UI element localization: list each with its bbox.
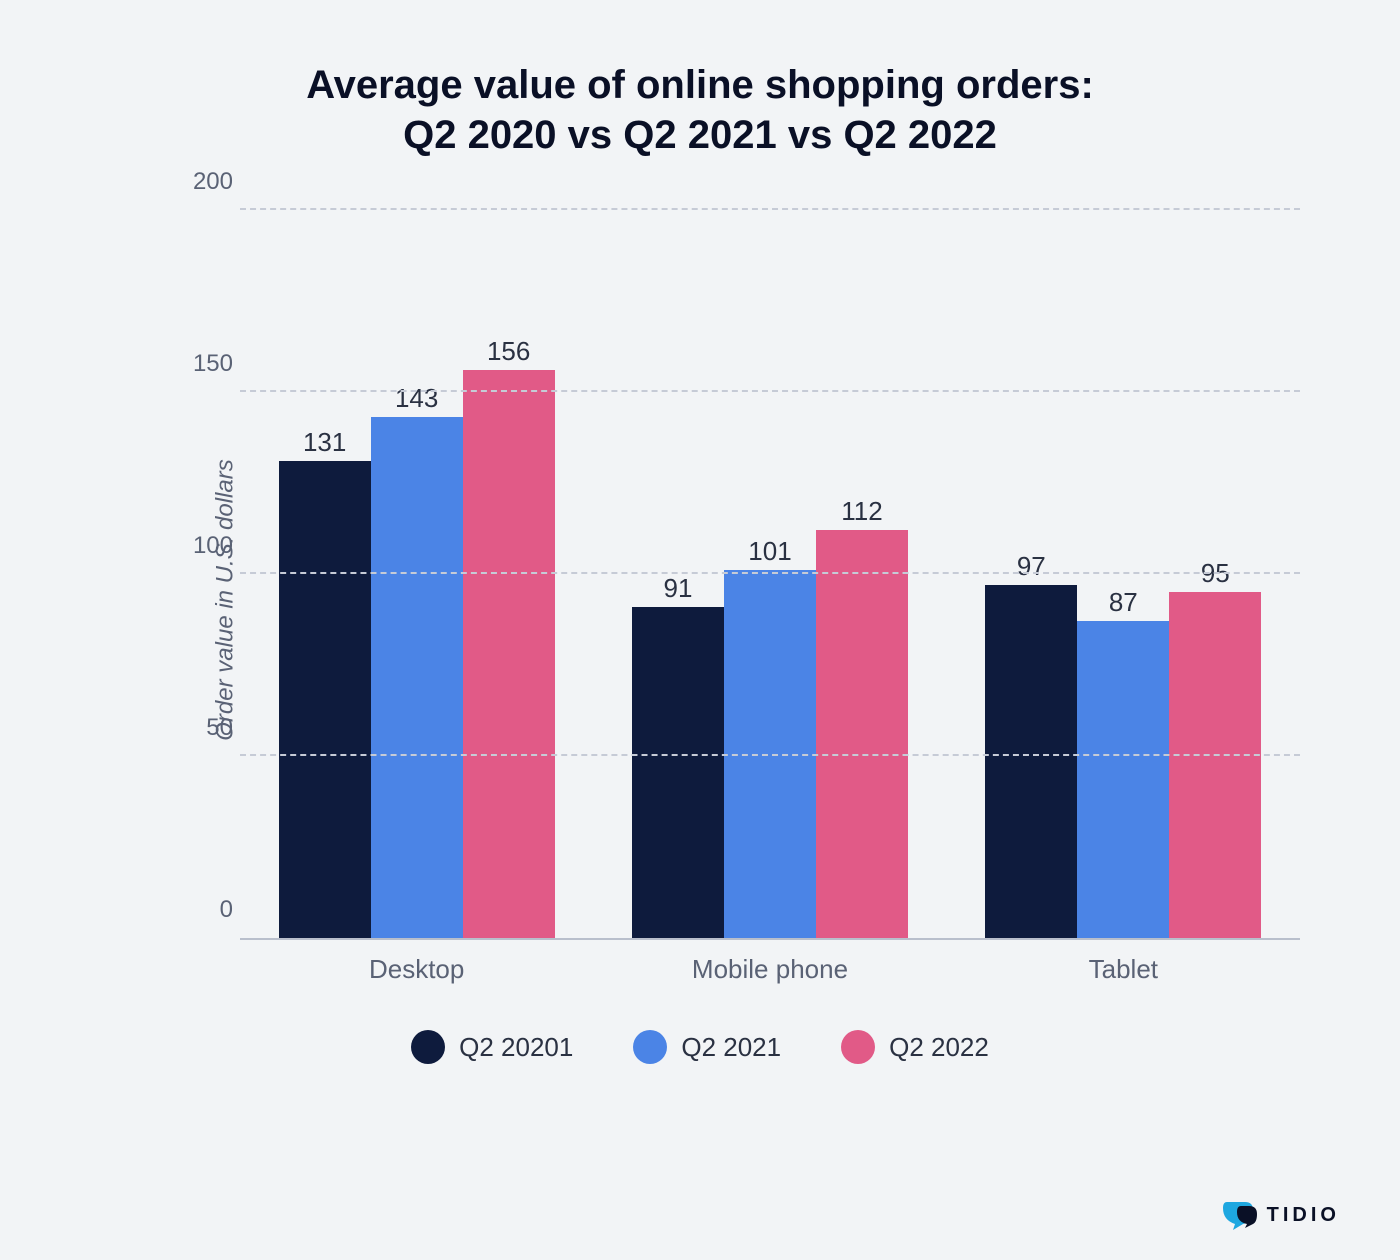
bar-value-label: 156 xyxy=(463,336,555,367)
grid-line xyxy=(240,390,1300,392)
chart: Order value in U.S. dollars 131143156911… xyxy=(180,210,1300,990)
title-line2: Q2 2020 vs Q2 2021 vs Q2 2022 xyxy=(403,113,997,157)
legend-item: Q2 20201 xyxy=(411,1030,573,1064)
bar: 131 xyxy=(279,461,371,938)
bar: 91 xyxy=(632,607,724,938)
x-axis-labels: DesktopMobile phoneTablet xyxy=(240,940,1300,990)
bar-value-label: 97 xyxy=(985,551,1077,582)
grid-line xyxy=(240,572,1300,574)
legend-swatch xyxy=(633,1030,667,1064)
y-tick: 0 xyxy=(185,896,233,924)
bar: 112 xyxy=(816,530,908,938)
tidio-icon xyxy=(1223,1200,1257,1230)
legend-label: Q2 2022 xyxy=(889,1032,989,1063)
y-axis-label: Order value in U.S. dollars xyxy=(212,459,240,740)
legend-label: Q2 2021 xyxy=(681,1032,781,1063)
legend-item: Q2 2022 xyxy=(841,1030,989,1064)
y-tick: 150 xyxy=(185,350,233,378)
bar: 143 xyxy=(371,417,463,938)
y-tick: 100 xyxy=(185,532,233,560)
legend-label: Q2 20201 xyxy=(459,1032,573,1063)
bar-group: 978795 xyxy=(947,210,1300,938)
legend-swatch xyxy=(841,1030,875,1064)
bar: 95 xyxy=(1169,592,1261,938)
bar-value-label: 101 xyxy=(724,536,816,567)
bar-value-label: 143 xyxy=(371,383,463,414)
brand-text: TIDIO xyxy=(1267,1204,1340,1227)
chart-title: Average value of online shopping orders:… xyxy=(60,60,1340,160)
bar-group: 131143156 xyxy=(240,210,593,938)
legend-swatch xyxy=(411,1030,445,1064)
x-axis-label: Mobile phone xyxy=(593,940,946,990)
bar: 87 xyxy=(1077,621,1169,938)
bar-groups: 13114315691101112978795 xyxy=(240,210,1300,938)
bar: 156 xyxy=(463,370,555,938)
bar-value-label: 87 xyxy=(1077,587,1169,618)
bar-value-label: 91 xyxy=(632,573,724,604)
y-tick: 200 xyxy=(185,168,233,196)
bar: 97 xyxy=(985,585,1077,938)
bar-value-label: 112 xyxy=(816,496,908,527)
grid-line xyxy=(240,208,1300,210)
bar-group: 91101112 xyxy=(593,210,946,938)
y-tick: 50 xyxy=(185,714,233,742)
brand-logo: TIDIO xyxy=(1223,1200,1340,1230)
grid-line xyxy=(240,754,1300,756)
title-line1: Average value of online shopping orders: xyxy=(306,63,1094,107)
x-axis-label: Tablet xyxy=(947,940,1300,990)
legend: Q2 20201 Q2 2021 Q2 2022 xyxy=(60,1030,1340,1064)
legend-item: Q2 2021 xyxy=(633,1030,781,1064)
bar-value-label: 131 xyxy=(279,427,371,458)
plot-area: 13114315691101112978795 050100150200 xyxy=(240,210,1300,940)
x-axis-label: Desktop xyxy=(240,940,593,990)
